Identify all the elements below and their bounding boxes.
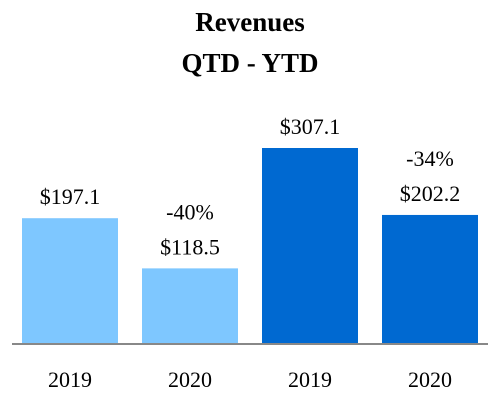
bar-1: [142, 268, 238, 344]
bar-3: [382, 214, 478, 344]
change-label-3: -34%: [406, 146, 454, 171]
x-tick-label-2: 2019: [288, 367, 332, 392]
x-tick-label-1: 2020: [168, 367, 212, 392]
value-label-1: $118.5: [160, 234, 220, 259]
bars-group: [22, 148, 478, 344]
change-label-1: -40%: [166, 199, 214, 224]
value-label-2: $307.1: [280, 114, 341, 139]
bar-0: [22, 218, 118, 344]
chart-title: Revenues: [195, 7, 305, 37]
chart-subtitle: QTD - YTD: [181, 48, 318, 78]
value-label-3: $202.2: [400, 181, 461, 206]
value-label-0: $197.1: [40, 184, 101, 209]
x-tick-label-3: 2020: [408, 367, 452, 392]
x-tick-label-0: 2019: [48, 367, 92, 392]
bar-2: [262, 148, 358, 344]
labels-group: $197.1 2019 $118.5 -40% 2020 $307.1 2019 $202.2…: [40, 114, 461, 392]
